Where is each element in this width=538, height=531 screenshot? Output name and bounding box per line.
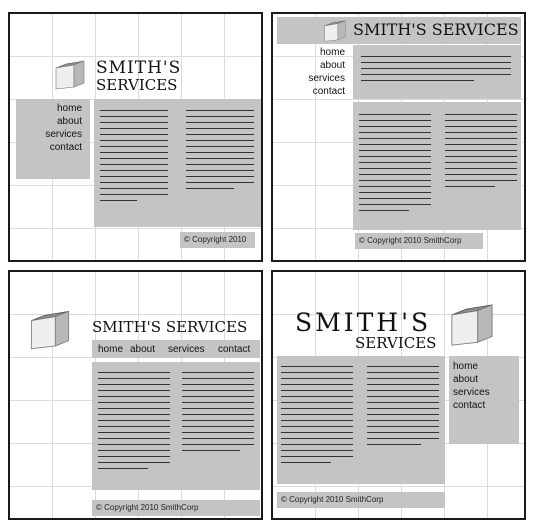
nav-item-contact[interactable]: contact (453, 400, 486, 411)
site-title: SMITH'S SERVICES (353, 20, 519, 39)
nav-menu: home about services contact (297, 46, 345, 98)
nav-item-services[interactable]: services (168, 344, 205, 355)
footer (92, 500, 260, 516)
nav-item-about[interactable]: about (56, 116, 82, 127)
nav-item-about[interactable]: about (453, 374, 479, 385)
box-logo-icon (30, 310, 70, 350)
nav-item-home[interactable]: home (319, 47, 345, 58)
layout-panel-1: SMITH'S SERVICES home about services con… (8, 12, 263, 262)
layout-panel-3: SMITH'S SERVICES home about services con… (8, 270, 263, 520)
box-logo-icon (451, 304, 493, 346)
text-column-left (359, 114, 431, 216)
nav-item-services[interactable]: services (45, 129, 82, 140)
sidebar-nav (449, 356, 519, 444)
nav-item-home[interactable]: home (453, 361, 479, 372)
text-column-left (98, 372, 170, 474)
nav-item-contact[interactable]: contact (218, 344, 251, 355)
nav-menu: home about services contact (453, 360, 515, 412)
text-column-left (100, 110, 168, 206)
site-title-line2: SERVICES (355, 334, 437, 352)
box-logo-icon (324, 20, 346, 42)
content-area (94, 99, 261, 227)
layout-panel-4: SMITH'S SERVICES home about services con… (271, 270, 526, 520)
text-column-right (182, 372, 254, 456)
content-area (353, 102, 521, 230)
sidebar-nav (16, 99, 90, 179)
nav-item-contact[interactable]: contact (312, 86, 345, 97)
nav-item-services[interactable]: services (308, 73, 345, 84)
copyright-text: © Copyright 2010 SmithCorp (96, 503, 199, 512)
site-title-line2: SERVICES (96, 76, 178, 94)
nav-item-about[interactable]: about (130, 344, 156, 355)
site-title-line1: SMITH'S (96, 58, 182, 78)
intro-block (353, 45, 521, 99)
layout-panel-2: SMITH'S SERVICES home about services con… (271, 12, 526, 262)
copyright-text: © Copyright 2010 SmithCorp (359, 236, 462, 245)
footer (277, 492, 445, 508)
nav-item-about[interactable]: about (319, 60, 345, 71)
nav-item-services[interactable]: services (453, 387, 490, 398)
footer (180, 232, 255, 248)
text-column-right (367, 366, 439, 450)
site-title: SMITH'S SERVICES (92, 318, 248, 336)
nav-item-home[interactable]: home (56, 103, 82, 114)
nav-menu: home about services contact (30, 102, 82, 154)
site-title-line1: SMITH'S (295, 308, 432, 337)
box-logo-icon (55, 60, 85, 90)
nav-bar (92, 340, 260, 358)
intro-text (361, 56, 511, 86)
copyright-text: © Copyright 2010 (184, 235, 247, 244)
text-column-right (445, 114, 517, 192)
text-column-left (281, 366, 353, 468)
header-bar (277, 17, 521, 44)
nav-item-contact[interactable]: contact (49, 142, 82, 153)
footer (355, 233, 483, 249)
text-column-right (186, 110, 254, 194)
nav-item-home[interactable]: home (98, 344, 124, 355)
copyright-text: © Copyright 2010 SmithCorp (281, 495, 384, 504)
